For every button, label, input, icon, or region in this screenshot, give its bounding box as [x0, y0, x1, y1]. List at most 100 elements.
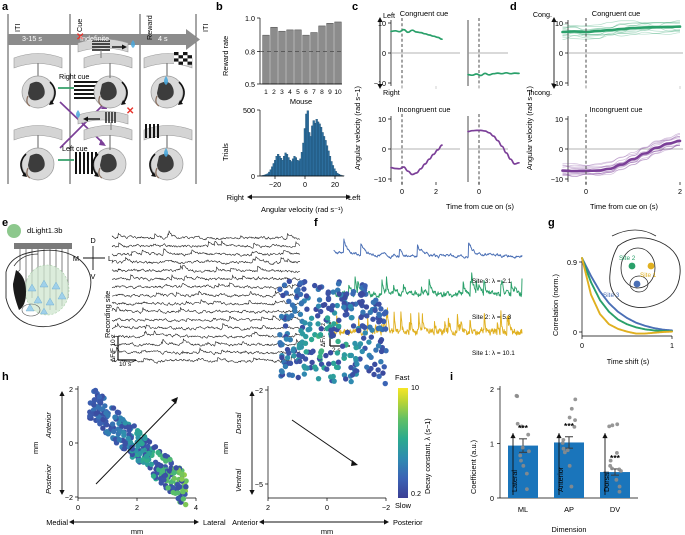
- svg-text:✕: ✕: [126, 106, 134, 117]
- f-trace-label-2: Site 2: λ = 5.3: [472, 314, 512, 321]
- b-xtick-4: 4: [288, 89, 292, 96]
- c-incongruent-right: 0: [467, 114, 520, 196]
- b-dir-left: Left: [348, 193, 361, 202]
- panel-e-label: e: [2, 217, 9, 229]
- panel-i-label: i: [450, 371, 454, 383]
- b-hist-ytick-0: 0: [251, 172, 255, 181]
- panel-d-plots: Cong. Incong. Congruent cue 10 0 −10 Inc…: [528, 9, 683, 211]
- svg-text:10: 10: [555, 115, 563, 124]
- h-scatter-ml-ap: 2 0 −2 0 2 4 Medial Lateral mm: [46, 385, 226, 535]
- svg-text:0: 0: [69, 439, 73, 448]
- g-site2-dot: [628, 262, 636, 270]
- panel-a-label: a: [2, 1, 9, 13]
- g-inset-label-site2: Site 2: [619, 255, 636, 262]
- panel-c: c Left Right Congruent cue 10 0 −10: [350, 0, 520, 215]
- d-ylabel: Angular velocity (rad s−1): [525, 85, 534, 170]
- panel-h-scatters: 2 0 −2 0 2 4 Medial Lateral mm: [46, 278, 423, 535]
- h-right-dir-dorsal: Dorsal: [234, 412, 243, 434]
- b-ytick-1: 1.0: [245, 14, 255, 23]
- i-xtick-AP: AP: [564, 505, 574, 514]
- g-inset-label-site1: Site 1: [640, 272, 657, 279]
- panel-h: h 2 0 −2 0 2 4 Medi: [0, 278, 450, 535]
- panel-a-schematic: ✕: [7, 14, 200, 184]
- panel-i-barchart: 2 1 0 Lateral *** Anterior *** Dorsal *** ML A…: [490, 385, 638, 534]
- svg-text:2: 2: [135, 503, 139, 512]
- h-right-xlabel: mm: [321, 527, 333, 535]
- h-left-ylabel: mm: [31, 441, 40, 454]
- phase-label-reward: Reward: [145, 15, 154, 40]
- svg-text:10: 10: [378, 19, 386, 28]
- b-hist-xtick-neg20: −20: [269, 180, 281, 189]
- h-right-dir-anterior: Anterior: [232, 518, 258, 527]
- panel-c-plots: Left Right Congruent cue 10 0 −10: [374, 9, 520, 211]
- panel-b: b 1.0 0.8 0.5 1 2 3 4 5 6 7 8 9 10 Mouse Reward r…: [214, 0, 360, 215]
- duration-reward: 4 s: [158, 34, 168, 43]
- h-left-dir-anterior: Anterior: [44, 412, 53, 438]
- reward-rate-chart: 1.0 0.8 0.5 1 2 3 4 5 6 7 8 9 10 Mouse: [245, 14, 344, 106]
- b-xtick-6: 6: [304, 89, 308, 96]
- cue-label-left: Left cue: [62, 144, 88, 153]
- b-hist-ytick-500: 500: [243, 106, 255, 115]
- g-brain-inset: [609, 229, 681, 308]
- svg-text:−2: −2: [382, 503, 390, 512]
- svg-text:0: 0: [477, 187, 481, 196]
- panel-a: a: [0, 0, 212, 215]
- b-ytick-08: 0.8: [245, 48, 255, 57]
- b-dir-right: Right: [227, 193, 244, 202]
- b-xtick-1: 1: [264, 89, 268, 96]
- e-scalebar-x: 10 s: [119, 361, 132, 368]
- svg-text:0.9: 0.9: [567, 258, 577, 267]
- b-xtick-9: 9: [328, 89, 332, 96]
- svg-text:Congruent cue: Congruent cue: [592, 9, 640, 18]
- f-trace-label-3: Site 3: λ = 2.1: [472, 278, 512, 285]
- i-sig-AP: ***: [564, 421, 575, 431]
- d-congruent: Congruent cue 10 0 −10: [551, 9, 683, 89]
- panel-f-label: f: [314, 217, 318, 229]
- svg-text:2: 2: [69, 385, 73, 394]
- svg-text:Incongruent cue: Incongruent cue: [397, 105, 450, 114]
- c-xlabel: Time from cue on (s): [446, 202, 514, 211]
- b-xtick-10: 10: [334, 89, 342, 96]
- i-xtick-ML: ML: [518, 505, 528, 514]
- i-ylabel: Coefficient (a.u.): [469, 439, 478, 494]
- i-bar-label-AP: Anterior: [556, 466, 565, 492]
- b-xtick-2: 2: [272, 89, 276, 96]
- svg-text:Incongruent cue: Incongruent cue: [589, 105, 642, 114]
- h-left-dir-medial: Medial: [46, 518, 68, 527]
- svg-text:−10: −10: [551, 79, 563, 88]
- e-scalebar-y: ΔF/F 10 z: [110, 334, 117, 362]
- b-ylabel-reward-rate: Reward rate: [221, 35, 230, 76]
- svg-text:4: 4: [194, 503, 198, 512]
- d-xlabel: Time from cue on (s): [590, 202, 658, 211]
- svg-text:0: 0: [325, 503, 329, 512]
- panel-g: g 0.9 0 0 1 Time shift (s) Site 2 Site 1…: [546, 218, 685, 370]
- cue-label-right: Right cue: [59, 72, 90, 81]
- h-cbar-top-value: 10: [411, 383, 419, 392]
- b-xtick-7: 7: [312, 89, 316, 96]
- i-ytick-1: 1: [490, 440, 494, 449]
- phase-label-cue: Cue: [75, 18, 84, 32]
- i-xlabel: Dimension: [552, 525, 587, 534]
- panel-g-plot: 0.9 0 0 1 Time shift (s): [567, 229, 681, 366]
- c-incongruent-left: Incongruent cue 10 0 −10 0 2: [374, 105, 460, 196]
- i-sig-DV: ***: [610, 453, 621, 463]
- svg-text:−2: −2: [255, 386, 263, 395]
- h-right-dir-posterior: Posterior: [393, 518, 423, 527]
- panel-d: d Cong. Incong. Congruent cue 10 0 −10 I…: [508, 0, 685, 215]
- i-bar-label-ML: Lateral: [510, 470, 519, 492]
- i-ytick-0: 0: [490, 494, 494, 503]
- svg-text:10: 10: [555, 19, 563, 28]
- d-incongruent: Incongruent cue 10 0 −10 0 2: [551, 105, 683, 196]
- g-inset-label-site3: Site 3: [603, 292, 620, 299]
- panel-i: i 2 1 0 Lateral *** Anterior *** Dorsal *** M…: [448, 372, 685, 535]
- svg-text:10: 10: [378, 115, 386, 124]
- c-congruent-left: Congruent cue 10 0 −10: [374, 9, 460, 89]
- h-scatter-ap-dv: −2 −5 2 0 −2 Anterior Posterior mm: [232, 278, 423, 535]
- svg-text:2: 2: [678, 187, 682, 196]
- e-orient-M: M: [73, 254, 79, 263]
- duration-iti: 3-15 s: [22, 34, 42, 43]
- d-dir-incong: Incong.: [528, 88, 552, 97]
- svg-text:0: 0: [382, 145, 386, 154]
- svg-text:0: 0: [400, 187, 404, 196]
- svg-text:−10: −10: [374, 175, 386, 184]
